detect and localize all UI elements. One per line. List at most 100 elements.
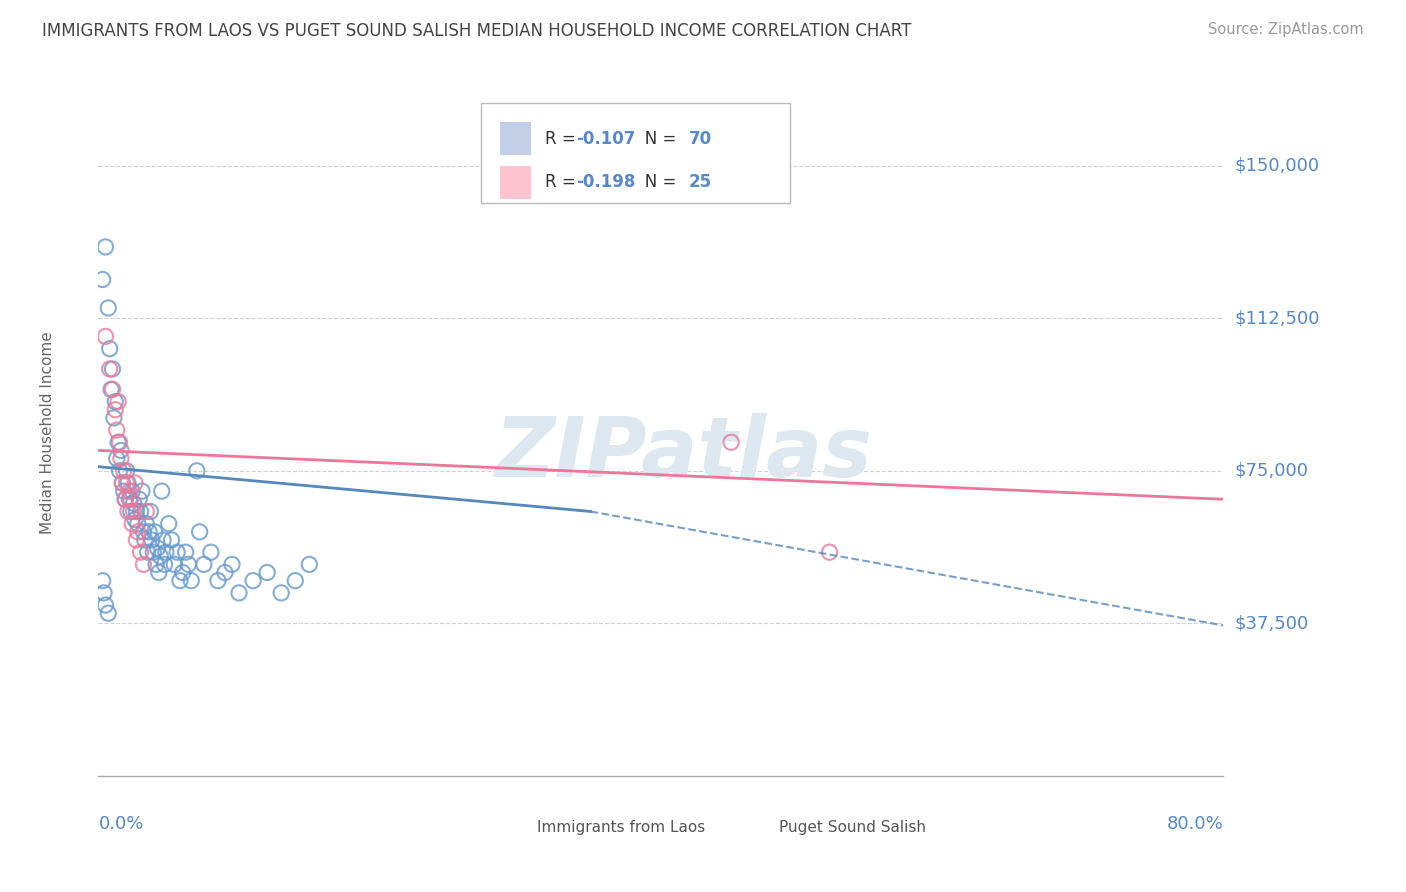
Point <box>153 558 176 572</box>
FancyBboxPatch shape <box>503 813 531 843</box>
Text: -0.198: -0.198 <box>576 173 636 192</box>
Text: Puget Sound Salish: Puget Sound Salish <box>779 820 927 835</box>
Point <box>174 545 197 559</box>
Point <box>111 475 134 490</box>
Point <box>120 504 142 518</box>
Point <box>97 606 120 620</box>
Point <box>136 545 159 559</box>
Point <box>104 394 127 409</box>
Point <box>166 545 188 559</box>
Point <box>122 496 145 510</box>
Point <box>128 492 150 507</box>
Point <box>105 451 128 466</box>
Point <box>117 475 139 490</box>
Text: R =: R = <box>546 130 581 148</box>
Point <box>142 545 165 559</box>
Point <box>160 533 183 547</box>
FancyBboxPatch shape <box>745 813 773 843</box>
Point <box>91 272 114 286</box>
Text: N =: N = <box>630 130 682 148</box>
Point <box>121 516 143 531</box>
Point <box>94 240 117 254</box>
Point <box>149 549 172 564</box>
Point <box>214 566 236 580</box>
Point <box>121 484 143 499</box>
Text: IMMIGRANTS FROM LAOS VS PUGET SOUND SALISH MEDIAN HOUSEHOLD INCOME CORRELATION C: IMMIGRANTS FROM LAOS VS PUGET SOUND SALI… <box>42 22 911 40</box>
Point <box>129 504 152 518</box>
Point <box>111 475 134 490</box>
FancyBboxPatch shape <box>481 103 790 202</box>
Point <box>148 566 170 580</box>
Point <box>155 545 177 559</box>
Point <box>139 504 162 518</box>
Point <box>125 533 148 547</box>
Point <box>298 558 321 572</box>
Point <box>150 484 173 499</box>
Point <box>163 558 186 572</box>
Point <box>129 545 152 559</box>
Point <box>104 402 127 417</box>
Text: Source: ZipAtlas.com: Source: ZipAtlas.com <box>1208 22 1364 37</box>
Point <box>157 516 180 531</box>
Point <box>186 464 208 478</box>
Point <box>107 435 129 450</box>
Point <box>132 524 155 539</box>
Point <box>94 598 117 612</box>
Point <box>135 504 157 518</box>
Text: 0.0%: 0.0% <box>98 815 143 833</box>
Point <box>169 574 191 588</box>
Point <box>112 464 135 478</box>
Point <box>135 516 157 531</box>
Point <box>172 566 194 580</box>
Point <box>270 586 292 600</box>
Point <box>207 574 229 588</box>
Point <box>94 329 117 343</box>
Point <box>118 484 141 499</box>
Point <box>107 394 129 409</box>
Point <box>125 504 148 518</box>
Point <box>118 492 141 507</box>
Point <box>193 558 215 572</box>
Point <box>138 524 160 539</box>
Point <box>143 524 166 539</box>
Text: ZIPatlas: ZIPatlas <box>495 413 872 494</box>
Point <box>101 362 124 376</box>
Point <box>115 464 138 478</box>
Text: $75,000: $75,000 <box>1234 462 1309 480</box>
Point <box>114 492 136 507</box>
Point <box>180 574 202 588</box>
Point <box>221 558 243 572</box>
Point <box>127 516 149 531</box>
Point <box>98 342 121 356</box>
Point <box>228 586 250 600</box>
Point <box>256 566 278 580</box>
Text: Median Household Income: Median Household Income <box>41 331 55 534</box>
Point <box>146 541 169 555</box>
Text: 70: 70 <box>689 130 711 148</box>
Point <box>145 558 167 572</box>
Point <box>114 492 136 507</box>
Point <box>131 484 153 499</box>
Point <box>101 383 124 397</box>
Point <box>818 545 841 559</box>
Point <box>108 464 131 478</box>
Point <box>100 383 122 397</box>
Point <box>134 533 156 547</box>
Point <box>152 533 174 547</box>
Point <box>200 545 222 559</box>
FancyBboxPatch shape <box>501 122 531 155</box>
Text: $150,000: $150,000 <box>1234 156 1319 175</box>
Point <box>117 504 139 518</box>
Point <box>132 558 155 572</box>
Point <box>103 410 125 425</box>
Point <box>124 513 146 527</box>
Point <box>720 435 742 450</box>
Point <box>127 524 149 539</box>
Text: N =: N = <box>630 173 682 192</box>
Point <box>141 533 163 547</box>
Point <box>122 504 145 518</box>
Point <box>177 558 200 572</box>
Point <box>284 574 307 588</box>
Point <box>115 475 138 490</box>
Text: Immigrants from Laos: Immigrants from Laos <box>537 820 706 835</box>
